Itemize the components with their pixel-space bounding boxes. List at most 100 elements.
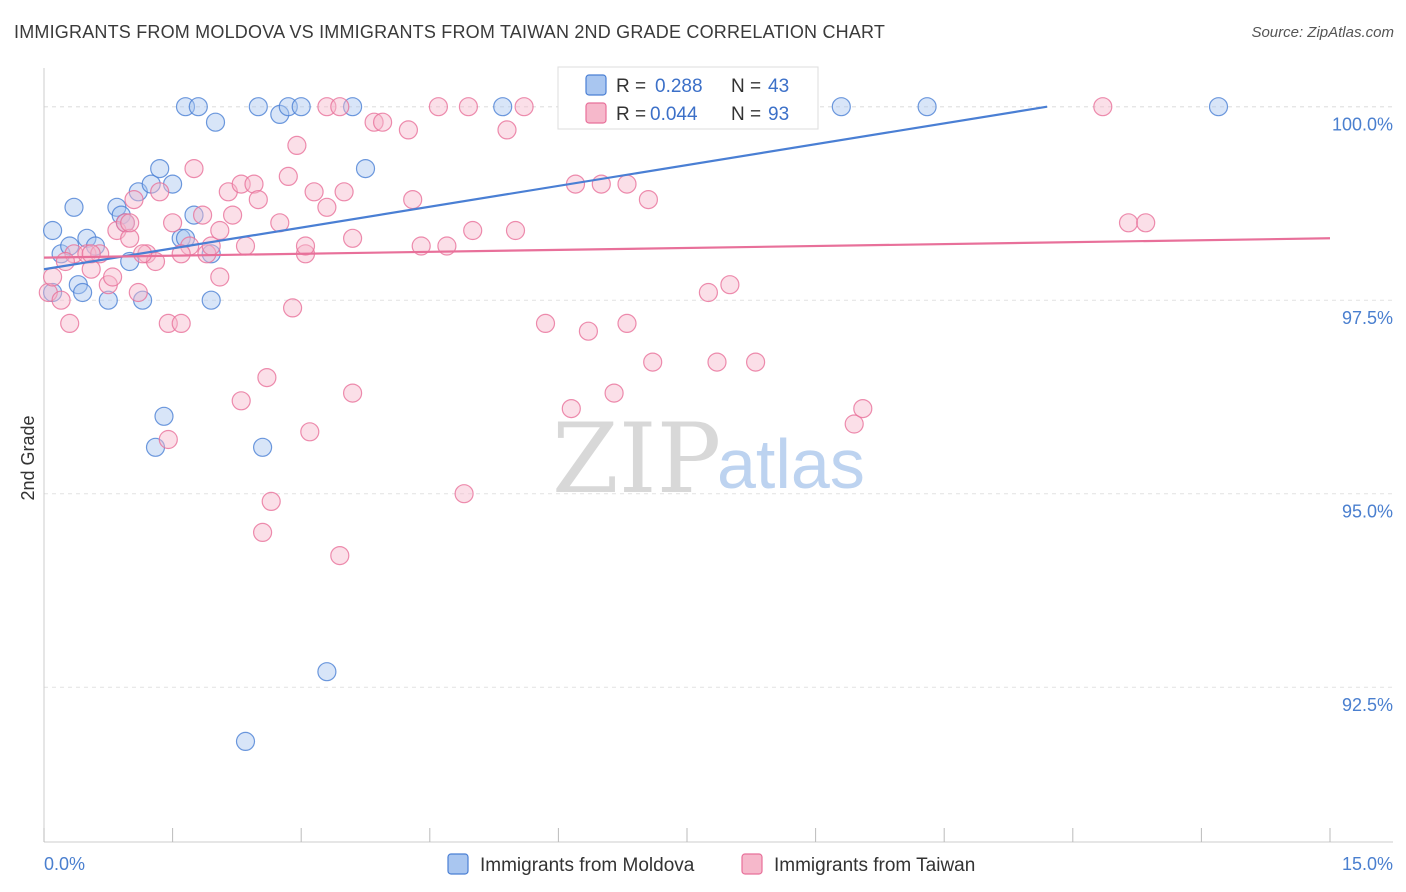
moldova-point-17 — [150, 159, 170, 179]
taiwan-point-28 — [223, 205, 243, 225]
taiwan-point-88 — [81, 244, 101, 264]
moldova-point-25 — [188, 97, 208, 117]
taiwan-point-65 — [253, 522, 273, 543]
taiwan-point-19 — [163, 213, 183, 233]
taiwan-point-83 — [1093, 97, 1113, 117]
legend-swatch-moldova — [585, 74, 607, 96]
taiwan-point-86 — [171, 244, 191, 264]
moldova-point-0 — [42, 220, 63, 241]
bottom-legend: Immigrants from Moldova Immigrants from … — [447, 853, 975, 876]
taiwan-point-45 — [411, 236, 431, 256]
taiwan-point-74 — [643, 352, 663, 372]
taiwan-point-60 — [231, 391, 251, 411]
legend-r-label-taiwan: R = — [616, 104, 646, 125]
taiwan-point-76 — [707, 352, 727, 372]
moldova-point-38 — [493, 97, 513, 117]
moldova-trend-line — [43, 105, 1048, 271]
taiwan-point-84 — [1118, 213, 1139, 233]
taiwan-point-51 — [428, 97, 448, 117]
taiwan-point-31 — [244, 174, 264, 194]
taiwan-trend-line — [43, 237, 1331, 259]
taiwan-point-58 — [638, 190, 659, 210]
moldova-point-37 — [235, 731, 256, 752]
taiwan-point-38 — [317, 197, 337, 217]
taiwan-point-87 — [120, 213, 140, 233]
taiwan-point-52 — [458, 97, 478, 117]
moldova-point-27 — [248, 97, 268, 117]
y-tick-label-1: 97.5% — [1342, 308, 1393, 328]
taiwan-point-14 — [128, 282, 148, 303]
taiwan-point-73 — [617, 313, 637, 333]
taiwan-point-42 — [373, 112, 393, 132]
taiwan-point-13 — [124, 190, 144, 210]
taiwan-point-48 — [505, 220, 526, 241]
taiwan-point-3 — [60, 313, 80, 333]
x-tick-label-max: 15.0% — [1342, 854, 1393, 874]
bottom-legend-label-taiwan: Immigrants from Taiwan — [774, 855, 975, 876]
moldova-point-7 — [72, 282, 93, 303]
taiwan-point-85 — [1136, 213, 1156, 233]
taiwan-point-68 — [454, 484, 474, 504]
taiwan-point-70 — [561, 399, 581, 419]
taiwan-point-77 — [720, 275, 740, 295]
x-tick-label-min: 0.0% — [44, 854, 85, 874]
taiwan-point-64 — [261, 491, 281, 511]
taiwan-point-23 — [193, 205, 213, 225]
taiwan-point-62 — [283, 298, 303, 318]
taiwan-point-72 — [604, 383, 624, 403]
taiwan-point-47 — [463, 220, 483, 241]
legend: R = 0.288 N = 43 R = 0.044 N = 93 — [557, 66, 819, 130]
taiwan-point-54 — [514, 97, 534, 117]
bottom-legend-swatch-taiwan — [741, 853, 763, 875]
taiwan-point-78 — [745, 352, 766, 372]
y-tick-labels: 100.0% 97.5% 95.0% 92.5% — [1332, 115, 1393, 716]
watermark-atlas: atlas — [717, 425, 865, 503]
taiwan-point-35 — [287, 135, 307, 155]
moldova-point-26 — [205, 112, 226, 132]
taiwan-point-44 — [403, 190, 423, 210]
taiwan-point-2 — [51, 290, 71, 310]
taiwan-point-43 — [398, 120, 418, 140]
taiwan-point-1 — [42, 267, 63, 287]
taiwan-point-30 — [235, 236, 256, 256]
moldova-point-42 — [1208, 97, 1229, 117]
moldova-point-30 — [291, 97, 311, 117]
taiwan-point-17 — [150, 182, 170, 202]
taiwan-point-79 — [844, 414, 864, 434]
taiwan-point-67 — [330, 545, 350, 566]
moldova-point-35 — [253, 437, 273, 457]
taiwan-point-37 — [304, 182, 324, 202]
y-tick-label-2: 95.0% — [1342, 502, 1393, 522]
taiwan-point-71 — [578, 321, 599, 341]
watermark-zip: ZIP — [552, 403, 721, 515]
taiwan-point-9 — [102, 267, 123, 287]
taiwan-point-59 — [158, 429, 178, 450]
taiwan-point-91 — [295, 236, 316, 256]
taiwan-point-75 — [698, 282, 719, 303]
legend-r-value-moldova: 0.288 — [655, 76, 703, 97]
taiwan-point-6 — [81, 259, 101, 279]
taiwan-point-12 — [120, 228, 140, 248]
taiwan-point-63 — [300, 422, 320, 442]
trend-lines — [43, 105, 1331, 271]
taiwan-point-20 — [171, 313, 191, 333]
moldova-point-40 — [831, 97, 851, 117]
moldova-point-5 — [64, 197, 84, 217]
axes — [43, 68, 1393, 843]
legend-n-label-taiwan: N = — [731, 104, 761, 125]
taiwan-point-50 — [330, 97, 350, 117]
taiwan-point-57 — [617, 174, 637, 194]
taiwan-point-61 — [257, 368, 277, 388]
bottom-legend-label-moldova: Immigrants from Moldova — [480, 855, 695, 876]
y-tick-label-3: 92.5% — [1342, 695, 1393, 715]
source-label: Source: ZipAtlas.com — [1251, 24, 1394, 41]
taiwan-point-34 — [278, 166, 298, 186]
taiwan-point-80 — [853, 399, 873, 419]
taiwan-point-69 — [535, 313, 556, 333]
moldova-point-36 — [317, 662, 337, 682]
taiwan-point-22 — [184, 159, 204, 179]
legend-swatch-taiwan — [585, 102, 607, 124]
legend-n-label-moldova: N = — [731, 76, 761, 97]
watermark: ZIP atlas — [552, 403, 865, 515]
